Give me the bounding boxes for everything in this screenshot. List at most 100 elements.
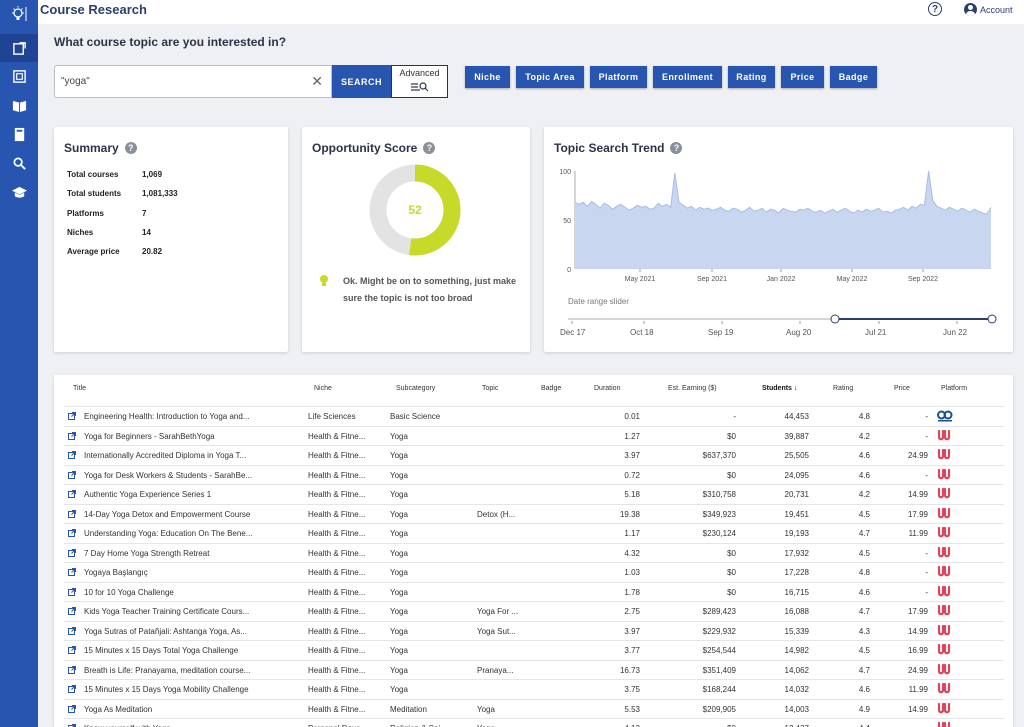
slider-end-handle[interactable]: [987, 314, 997, 324]
external-link-icon[interactable]: [68, 646, 76, 654]
column-header-topic[interactable]: Topic: [482, 385, 499, 392]
sidebar-item-search[interactable]: [0, 149, 38, 177]
external-link-icon[interactable]: [68, 626, 76, 635]
help-icon[interactable]: ?: [124, 142, 137, 154]
sidebar-item-frame[interactable]: [0, 62, 38, 90]
column-header-niche[interactable]: Niche: [314, 385, 332, 392]
filter-enrollment-button[interactable]: Enrollment: [653, 66, 722, 88]
table-row[interactable]: Yoga for Desk Workers & Students - Sarah…: [64, 464, 1004, 485]
lightbulb-icon[interactable]: [0, 0, 38, 28]
external-link-icon[interactable]: [68, 490, 76, 498]
cell-sub: Meditation: [390, 704, 427, 714]
sidebar-item-books[interactable]: [0, 91, 38, 119]
table-row[interactable]: Understanding Yoga: Education On The Ben…: [64, 523, 1004, 543]
help-icon[interactable]: ?: [423, 142, 436, 154]
cell-duration: 1.78: [624, 587, 640, 597]
donut-fill: [369, 164, 461, 256]
slider-start-handle[interactable]: [830, 314, 840, 324]
external-link-icon[interactable]: [68, 529, 76, 537]
table-row[interactable]: 7 Day Home Yoga Strength Retreat Health &…: [64, 542, 1004, 563]
opportunity-message: Ok. Might be on to something, just make …: [343, 276, 517, 303]
table-row[interactable]: Authentic Yoga Experience Series 1 Health…: [64, 484, 1004, 504]
cell-sub: Religion & Spi...: [390, 724, 462, 727]
column-header-students[interactable]: Students ↓: [762, 385, 797, 392]
filter-badge-button[interactable]: Badge: [830, 66, 877, 88]
table-row[interactable]: 15 Minutes x 15 Days Yoga Mobility Chall…: [64, 679, 1004, 699]
advanced-search-button[interactable]: Advanced: [391, 65, 448, 98]
clear-icon[interactable]: ✕: [311, 73, 323, 89]
sidebar-item-notebook[interactable]: [0, 120, 38, 148]
table-row[interactable]: 15 Minutes x 15 Days Total Yoga Challeng…: [64, 640, 1004, 660]
column-header-title[interactable]: Title: [73, 385, 86, 392]
opportunity-title-text: Opportunity Score: [312, 141, 418, 155]
cell-sub: Yoga: [390, 451, 408, 460]
advanced-filter-icon: [411, 82, 429, 92]
table-row[interactable]: 14-Day Yoga Detox and Empowerment Course…: [64, 503, 1004, 524]
column-header-duration[interactable]: Duration: [594, 385, 621, 392]
cell-price: -: [925, 431, 928, 441]
cell-title: Yoga As Meditation: [84, 704, 153, 714]
column-header-badge[interactable]: Badge: [541, 385, 562, 392]
cell-earning: $0: [727, 587, 736, 597]
filter-topic-area-button[interactable]: Topic Area: [516, 66, 584, 88]
external-link-icon[interactable]: [68, 451, 76, 459]
table-row[interactable]: Yogaya Başlangıç Health & Fitne... Yoga 1.0…: [64, 562, 1004, 582]
trend-line: [574, 170, 992, 215]
external-link-icon[interactable]: [68, 548, 76, 557]
search-input[interactable]: "yoga" ✕: [54, 65, 332, 98]
summary-label: Average price: [67, 247, 120, 256]
table-row[interactable]: Engineering Health: Introduction to Yoga…: [64, 406, 1004, 426]
cell-niche: Health & Fitne...: [308, 529, 366, 538]
help-icon[interactable]: ?: [670, 142, 683, 154]
table-row[interactable]: Yoga Sutras of Patañjali: Ashtanga Yoga,…: [64, 620, 1004, 641]
external-link-icon[interactable]: [68, 568, 76, 576]
cell-price: 24.99: [907, 665, 928, 675]
cell-niche: Health & Fitne...: [308, 548, 366, 558]
app-title: Course Research: [40, 2, 147, 17]
external-link-icon[interactable]: [68, 412, 76, 420]
table-row[interactable]: Breath is Life: Pranayama, meditation co…: [64, 659, 1004, 680]
summary-value: 1,069: [142, 170, 163, 179]
cell-niche: Health & Fitne...: [308, 431, 366, 441]
column-header-subcategory[interactable]: Subcategory: [396, 385, 436, 392]
column-header-rating[interactable]: Rating: [833, 385, 854, 392]
cell-duration: 1.27: [624, 431, 640, 441]
summary-label: Platforms: [67, 209, 104, 218]
table-row[interactable]: Yoga for Beginners - SarahBethYoga Health…: [64, 425, 1004, 446]
column-header-price[interactable]: Price: [894, 385, 910, 392]
external-link-icon[interactable]: [68, 607, 76, 615]
cell-duration: 3.97: [624, 626, 640, 636]
cell-niche: Personal Deve...: [308, 724, 380, 727]
column-header-platform[interactable]: Platform: [941, 385, 968, 392]
search-button[interactable]: SEARCH: [332, 65, 391, 98]
external-link-icon[interactable]: [68, 665, 76, 674]
filter-niche-button[interactable]: Niche: [465, 66, 510, 88]
column-header-earning[interactable]: Est. Earning ($): [668, 385, 717, 392]
filter-rating-button[interactable]: Rating: [728, 66, 775, 88]
external-link-icon[interactable]: [68, 509, 76, 518]
table-row[interactable]: Kids Yoga Teacher Training Certificate C…: [64, 601, 1004, 621]
cell-niche: Health & Fitne...: [308, 568, 366, 577]
table-row[interactable]: Internationally Accredited Diploma in Yo…: [64, 445, 1004, 465]
table-row[interactable]: Know yourself with YogaPersonal Deve... R…: [64, 718, 1004, 727]
filter-price-button[interactable]: Price: [781, 66, 824, 88]
account-menu[interactable]: Account: [964, 3, 1013, 16]
external-link-icon[interactable]: [68, 431, 76, 440]
external-link-icon[interactable]: [68, 685, 76, 693]
cell-sub: Yoga: [390, 685, 408, 694]
external-link-icon[interactable]: [68, 470, 76, 479]
table-row[interactable]: 10 for 10 Yoga Challenge Health & Fitne..…: [64, 581, 1004, 602]
cell-sub: Yoga: [390, 646, 408, 655]
sidebar-item-course-research[interactable]: [0, 34, 38, 62]
external-link-icon[interactable]: [68, 704, 76, 713]
cell-topic: Yoga: [477, 704, 495, 714]
table-row[interactable]: Yoga As Meditation Health & Fitne... Medit…: [64, 698, 1004, 719]
cell-earning: $637,370: [702, 451, 736, 460]
cell-rating: 4.5: [858, 646, 870, 655]
external-link-icon[interactable]: [68, 587, 76, 596]
help-circle-icon[interactable]: ?: [928, 2, 942, 16]
slider-tick: Sep 19: [708, 328, 734, 337]
sidebar-item-education[interactable]: [0, 178, 38, 206]
cell-students: 12,437: [754, 724, 809, 727]
filter-platform-button[interactable]: Platform: [590, 66, 647, 88]
